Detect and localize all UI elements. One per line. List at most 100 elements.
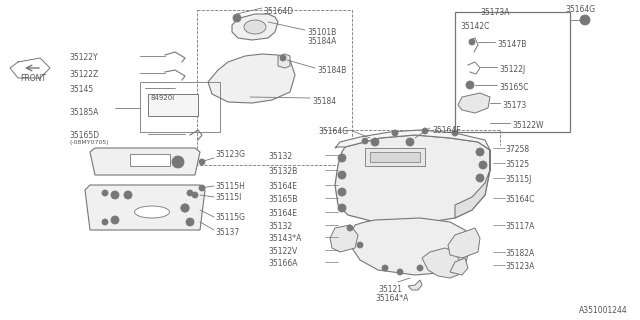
Text: 35173: 35173 — [502, 101, 526, 110]
Circle shape — [357, 242, 363, 248]
Text: 35164E: 35164E — [268, 182, 297, 191]
Text: 84920I: 84920I — [150, 95, 174, 101]
Circle shape — [102, 190, 108, 196]
Bar — [148, 94, 198, 116]
Text: 35165B: 35165B — [268, 195, 298, 204]
Circle shape — [478, 150, 482, 154]
Text: 35122V: 35122V — [268, 247, 297, 256]
Polygon shape — [350, 218, 470, 275]
Bar — [370, 152, 420, 162]
Text: 35164C: 35164C — [505, 195, 534, 204]
Circle shape — [280, 55, 286, 61]
Text: 35143*A: 35143*A — [268, 234, 301, 243]
Circle shape — [111, 216, 119, 224]
Circle shape — [422, 128, 428, 134]
Polygon shape — [335, 135, 490, 225]
Circle shape — [187, 219, 193, 225]
Text: 35101B: 35101B — [307, 28, 336, 37]
Text: 35164G: 35164G — [318, 127, 348, 136]
Polygon shape — [208, 54, 295, 103]
Circle shape — [102, 219, 108, 225]
Text: 35115G: 35115G — [215, 213, 245, 222]
Circle shape — [417, 265, 423, 271]
Polygon shape — [85, 185, 205, 230]
Text: 35164D: 35164D — [263, 7, 293, 16]
Circle shape — [199, 185, 205, 191]
Text: 35166A: 35166A — [268, 259, 298, 268]
Text: 35164*A: 35164*A — [375, 294, 408, 303]
Polygon shape — [330, 225, 358, 252]
Bar — [365, 148, 425, 166]
Circle shape — [406, 138, 414, 146]
Circle shape — [408, 140, 412, 144]
Polygon shape — [458, 93, 490, 113]
Circle shape — [172, 156, 184, 168]
Bar — [197, 10, 352, 165]
Text: 35145: 35145 — [69, 85, 93, 94]
Polygon shape — [90, 148, 200, 175]
Circle shape — [187, 190, 193, 196]
Text: 35142C: 35142C — [460, 22, 490, 31]
Circle shape — [189, 220, 191, 223]
Text: 35164F: 35164F — [432, 126, 461, 135]
Bar — [130, 154, 170, 166]
Text: (-08MY0705): (-08MY0705) — [69, 140, 109, 145]
Bar — [455, 12, 570, 132]
Circle shape — [104, 220, 106, 223]
Text: 35125: 35125 — [505, 160, 529, 169]
Text: 35115I: 35115I — [215, 193, 241, 202]
Text: 35132: 35132 — [268, 222, 292, 231]
Circle shape — [347, 225, 353, 231]
Text: 35165D: 35165D — [69, 131, 99, 140]
Text: 35185A: 35185A — [69, 108, 99, 117]
Text: 35121: 35121 — [378, 285, 402, 294]
Polygon shape — [455, 150, 490, 218]
Ellipse shape — [244, 20, 266, 34]
Circle shape — [580, 15, 590, 25]
Circle shape — [469, 39, 475, 45]
Circle shape — [479, 161, 487, 169]
Circle shape — [181, 204, 189, 212]
Text: 35164E: 35164E — [268, 209, 297, 218]
Text: 35122Z: 35122Z — [69, 70, 99, 79]
Circle shape — [338, 204, 346, 212]
Text: A351001244: A351001244 — [579, 306, 628, 315]
Circle shape — [392, 130, 398, 136]
Circle shape — [186, 218, 194, 226]
Circle shape — [373, 140, 377, 144]
Circle shape — [338, 154, 346, 162]
Text: 35115H: 35115H — [215, 182, 245, 191]
Polygon shape — [408, 280, 422, 290]
Circle shape — [362, 138, 368, 144]
Circle shape — [382, 265, 388, 271]
Text: 35137: 35137 — [215, 228, 239, 237]
Text: 35147B: 35147B — [497, 40, 526, 49]
Circle shape — [476, 148, 484, 156]
Polygon shape — [448, 228, 480, 258]
Text: 35122Y: 35122Y — [69, 53, 98, 62]
Text: 35115J: 35115J — [505, 175, 531, 184]
Text: 35173A: 35173A — [480, 8, 509, 17]
Polygon shape — [278, 54, 290, 68]
Circle shape — [481, 163, 485, 167]
Text: 35165C: 35165C — [499, 83, 529, 92]
Text: 35122J: 35122J — [499, 65, 525, 74]
Text: 35132: 35132 — [268, 152, 292, 161]
Circle shape — [111, 191, 119, 199]
Circle shape — [397, 269, 403, 275]
Text: 35123A: 35123A — [505, 262, 534, 271]
Text: 35117A: 35117A — [505, 222, 534, 231]
Polygon shape — [450, 258, 468, 275]
Text: FRONT: FRONT — [20, 74, 46, 83]
Circle shape — [478, 176, 482, 180]
Polygon shape — [232, 14, 278, 40]
Polygon shape — [335, 130, 490, 150]
Circle shape — [452, 130, 458, 136]
Circle shape — [583, 18, 587, 22]
Ellipse shape — [134, 206, 170, 218]
Circle shape — [371, 138, 379, 146]
Circle shape — [233, 14, 241, 22]
Polygon shape — [422, 248, 460, 278]
Circle shape — [124, 191, 132, 199]
Text: 35184A: 35184A — [307, 37, 337, 46]
